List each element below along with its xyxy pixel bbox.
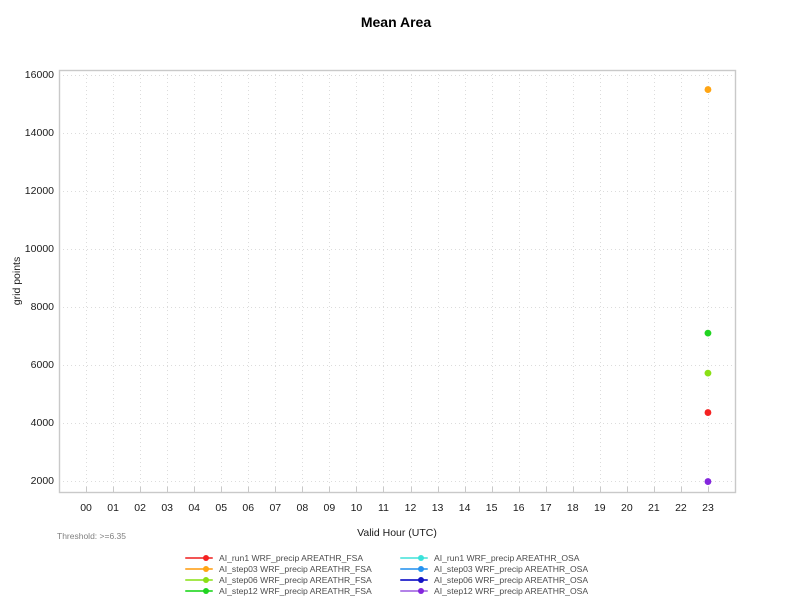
x-tick-label: 18: [566, 502, 579, 514]
legend-item: AI_step03 WRF_precip AREATHR_OSA: [400, 564, 588, 575]
legend-swatch: [185, 575, 215, 585]
legend-label: AI_step12 WRF_precip AREATHR_OSA: [434, 585, 589, 596]
data-point: [704, 329, 712, 337]
legend-line-swatch: [185, 557, 213, 560]
y-tick-label: 2000: [30, 474, 54, 487]
legend-line-swatch: [400, 589, 428, 592]
legend-label: AI_step03 WRF_precip AREATHR_OSA: [434, 564, 589, 575]
legend-label: AI_step06 WRF_precip AREATHR_FSA: [219, 574, 372, 585]
legend-line-swatch: [400, 557, 428, 560]
legend-dot-swatch: [418, 555, 424, 562]
legend-item: AI_step12 WRF_precip AREATHR_FSA: [185, 585, 372, 596]
legend-swatch: [185, 553, 215, 563]
legend-item: AI_step12 WRF_precip AREATHR_OSA: [400, 585, 588, 596]
data-point: [704, 369, 712, 377]
x-tick-label: 03: [161, 502, 173, 514]
legend-swatch: [185, 564, 215, 574]
legend-line-swatch: [400, 578, 428, 581]
y-tick-label: 10000: [24, 243, 54, 256]
x-tick-label: 15: [485, 502, 498, 514]
x-tick-label: 02: [134, 502, 146, 514]
legend-label: AI_step12 WRF_precip AREATHR_FSA: [219, 585, 372, 596]
threshold-note: Threshold: >=6.35: [57, 531, 126, 541]
legend-label: AI_run1 WRF_precip AREATHR_FSA: [219, 553, 364, 564]
legend-swatch: [400, 564, 430, 574]
data-point: [704, 86, 712, 93]
legend-label: AI_step03 WRF_precip AREATHR_FSA: [219, 564, 372, 575]
legend-swatch: [185, 586, 215, 596]
plot-frame: [58, 69, 737, 494]
legend-dot-swatch: [418, 576, 424, 583]
x-tick-label: 23: [702, 502, 714, 514]
legend-swatch: [400, 586, 430, 596]
legend-line-swatch: [185, 568, 213, 571]
legend-line-swatch: [400, 568, 428, 571]
x-tick-label: 17: [539, 502, 552, 514]
y-tick-label: 6000: [30, 359, 54, 371]
legend-dot-swatch: [203, 555, 209, 562]
x-tick-label: 19: [593, 502, 606, 514]
legend-label: AI_run1 WRF_precip AREATHR_OSA: [434, 553, 580, 564]
legend-item: AI_step06 WRF_precip AREATHR_FSA: [185, 575, 372, 586]
legend-item: AI_step06 WRF_precip AREATHR_OSA: [400, 575, 588, 586]
legend-item: AI_step03 WRF_precip AREATHR_FSA: [185, 564, 372, 575]
x-tick-label: 12: [404, 502, 417, 514]
legend-dot-swatch: [418, 566, 424, 573]
x-tick-label: 01: [107, 502, 119, 514]
y-tick-label: 12000: [24, 185, 54, 198]
x-tick-label: 05: [215, 502, 228, 514]
legend-column-left: AI_run1 WRF_precip AREATHR_FSA AI_step03 …: [185, 553, 372, 596]
legend-swatch: [400, 553, 430, 563]
legend-line-swatch: [185, 578, 213, 581]
legend-column-right: AI_run1 WRF_precip AREATHR_OSA AI_step03 …: [400, 553, 588, 596]
x-tick-label: 11: [378, 502, 389, 514]
x-tick-label: 06: [242, 502, 255, 514]
x-tick-label: 04: [188, 502, 201, 514]
x-tick-label: 16: [512, 502, 525, 514]
legend-item: AI_run1 WRF_precip AREATHR_OSA: [400, 553, 588, 564]
y-tick-label: 4000: [30, 416, 54, 429]
x-tick-label: 10: [350, 502, 363, 514]
legend-label: AI_step06 WRF_precip AREATHR_OSA: [434, 574, 589, 585]
x-tick-label: 14: [458, 502, 471, 514]
data-point: [704, 478, 712, 485]
x-tick-label: 07: [269, 502, 282, 514]
x-tick-label: 08: [296, 502, 309, 514]
legend-dot-swatch: [203, 587, 209, 594]
y-tick-label: 16000: [24, 69, 54, 82]
data-point: [704, 409, 712, 416]
y-axis-title: grid points: [11, 256, 23, 306]
y-tick-label: 8000: [30, 301, 54, 314]
legend-item: AI_run1 WRF_precip AREATHR_FSA: [185, 553, 372, 564]
y-tick-label: 14000: [24, 127, 54, 140]
x-tick-label: 21: [648, 502, 660, 514]
legend-dot-swatch: [418, 587, 424, 594]
x-axis-title: Valid Hour (UTC): [357, 527, 437, 539]
x-tick-label: 13: [431, 502, 444, 514]
x-tick-label: 00: [80, 502, 92, 514]
legend-dot-swatch: [203, 576, 209, 583]
legend-dot-swatch: [203, 566, 209, 573]
chart-title: Mean Area: [360, 14, 432, 30]
legend-line-swatch: [185, 589, 213, 592]
x-tick-label: 22: [675, 502, 687, 514]
legend-swatch: [400, 575, 430, 585]
x-tick-label: 09: [323, 502, 336, 514]
x-tick-label: 20: [620, 502, 633, 514]
